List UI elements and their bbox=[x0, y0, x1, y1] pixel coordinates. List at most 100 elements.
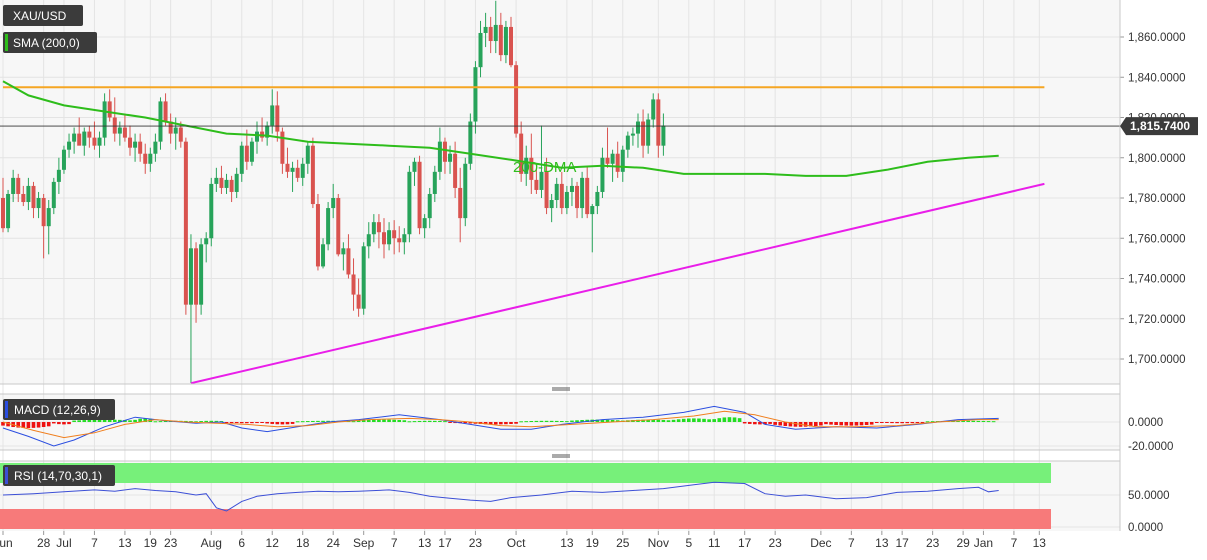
macd-histogram-bar bbox=[316, 420, 320, 422]
macd-histogram-bar bbox=[890, 422, 894, 424]
macd-histogram-bar bbox=[900, 422, 904, 424]
macd-histogram-bar bbox=[605, 419, 610, 422]
macd-histogram-bar bbox=[82, 420, 87, 422]
candle-body bbox=[356, 294, 361, 309]
macd-histogram-bar bbox=[209, 420, 214, 422]
candle-body bbox=[107, 101, 112, 118]
candle-body bbox=[376, 222, 381, 233]
candle-body bbox=[163, 101, 168, 122]
time-tick-label: 17 bbox=[895, 536, 909, 550]
macd-histogram-bar bbox=[676, 419, 681, 422]
candle-body bbox=[194, 248, 199, 305]
rsi-oversold-zone bbox=[0, 509, 1051, 529]
macd-histogram-bar bbox=[422, 420, 427, 422]
macd-histogram-bar bbox=[143, 418, 148, 422]
candle-body bbox=[539, 171, 544, 190]
macd-histogram-bar bbox=[763, 422, 767, 425]
macd-histogram-bar bbox=[864, 422, 869, 426]
macd-histogram-bar bbox=[859, 422, 864, 426]
macd-histogram-bar bbox=[925, 421, 930, 423]
candle-body bbox=[128, 137, 132, 148]
candle-body bbox=[514, 65, 519, 134]
rsi-label[interactable]: RSI (14,70,30,1) bbox=[3, 465, 115, 486]
candle-body bbox=[661, 125, 666, 146]
resize-handle[interactable] bbox=[552, 454, 570, 458]
macd-histogram-bar bbox=[382, 419, 386, 422]
candle-body bbox=[498, 24, 503, 56]
candle-body bbox=[326, 208, 331, 245]
macd-histogram-bar bbox=[874, 422, 879, 423]
macd-histogram-bar bbox=[844, 422, 849, 426]
macd-histogram-bar bbox=[849, 422, 854, 426]
candle-body bbox=[239, 145, 244, 174]
time-tick-label: Sep bbox=[353, 536, 375, 550]
dma-annotation: 200-DMA bbox=[513, 159, 576, 176]
macd-histogram-bar bbox=[224, 422, 229, 423]
macd-histogram-bar bbox=[783, 422, 788, 427]
support-trendline bbox=[190, 182, 1045, 385]
candle-body bbox=[402, 234, 407, 243]
candle-body bbox=[453, 153, 458, 188]
time-tick-label: Oct bbox=[507, 536, 526, 550]
candle-body bbox=[519, 133, 524, 174]
time-tick-label: 19 bbox=[144, 536, 158, 550]
macd-histogram-bar bbox=[727, 417, 732, 422]
sma-label[interactable]: SMA (200,0) bbox=[3, 32, 97, 53]
candle-body bbox=[468, 121, 473, 164]
macd-histogram-bar bbox=[26, 422, 31, 428]
macd-tick-label: -20.0000 bbox=[1128, 441, 1173, 453]
candle-body bbox=[148, 153, 153, 164]
macd-histogram-bar bbox=[372, 419, 376, 422]
macd-histogram-bar bbox=[560, 420, 564, 422]
macd-tick-label: 0.0000 bbox=[1128, 417, 1163, 429]
macd-histogram-bar bbox=[905, 422, 910, 424]
candle-body bbox=[97, 137, 102, 146]
macd-histogram-bar bbox=[280, 422, 285, 425]
candle-body bbox=[234, 173, 239, 192]
price-tick-label: 1,860.0000 bbox=[1128, 32, 1186, 44]
macd-label[interactable]: MACD (12,26,9) bbox=[3, 399, 115, 420]
candle-body bbox=[178, 127, 183, 142]
candle-body bbox=[544, 171, 549, 209]
candle-body bbox=[509, 26, 513, 66]
macd-histogram-bar bbox=[245, 422, 249, 424]
macd-histogram-bar bbox=[21, 422, 26, 428]
macd-histogram-bar bbox=[468, 422, 473, 424]
macd-histogram-bar bbox=[732, 417, 737, 422]
macd-histogram-bar bbox=[930, 421, 935, 423]
macd-histogram-bar bbox=[519, 421, 523, 423]
macd-histogram-bar bbox=[681, 418, 686, 422]
candle-body bbox=[214, 177, 219, 184]
candle-body bbox=[229, 179, 234, 192]
macd-histogram-bar bbox=[971, 420, 976, 422]
time-tick-label: 17 bbox=[738, 536, 752, 550]
candle-body bbox=[427, 193, 432, 219]
macd-histogram-bar bbox=[184, 420, 188, 422]
macd-histogram-bar bbox=[534, 420, 539, 422]
resize-handle[interactable] bbox=[552, 387, 570, 391]
candle-body bbox=[473, 67, 478, 122]
time-tick-label: 11 bbox=[708, 536, 721, 550]
time-tick-label: Jun bbox=[0, 536, 13, 550]
macd-histogram-bar bbox=[504, 422, 508, 425]
symbol-label[interactable]: XAU/USD bbox=[3, 5, 83, 26]
macd-histogram-bar bbox=[199, 421, 203, 423]
macd-signal-line bbox=[2, 410, 999, 439]
macd-histogram-bar bbox=[778, 422, 783, 426]
candle-body bbox=[41, 198, 46, 227]
time-tick-label: 12 bbox=[266, 536, 280, 550]
macd-histogram-bar bbox=[366, 419, 371, 422]
candle-body bbox=[463, 163, 468, 219]
candle-body bbox=[585, 177, 590, 215]
macd-histogram-bar bbox=[580, 419, 584, 422]
macd-histogram-bar bbox=[687, 418, 691, 422]
candle-body bbox=[87, 131, 92, 138]
macd-histogram-bar bbox=[768, 422, 772, 424]
candle-body bbox=[417, 161, 422, 229]
candle-body bbox=[46, 208, 51, 227]
price-tick-label: 1,800.0000 bbox=[1128, 153, 1186, 165]
candle-body bbox=[36, 198, 41, 209]
candle-body bbox=[636, 121, 640, 134]
macd-histogram-bar bbox=[118, 419, 122, 422]
